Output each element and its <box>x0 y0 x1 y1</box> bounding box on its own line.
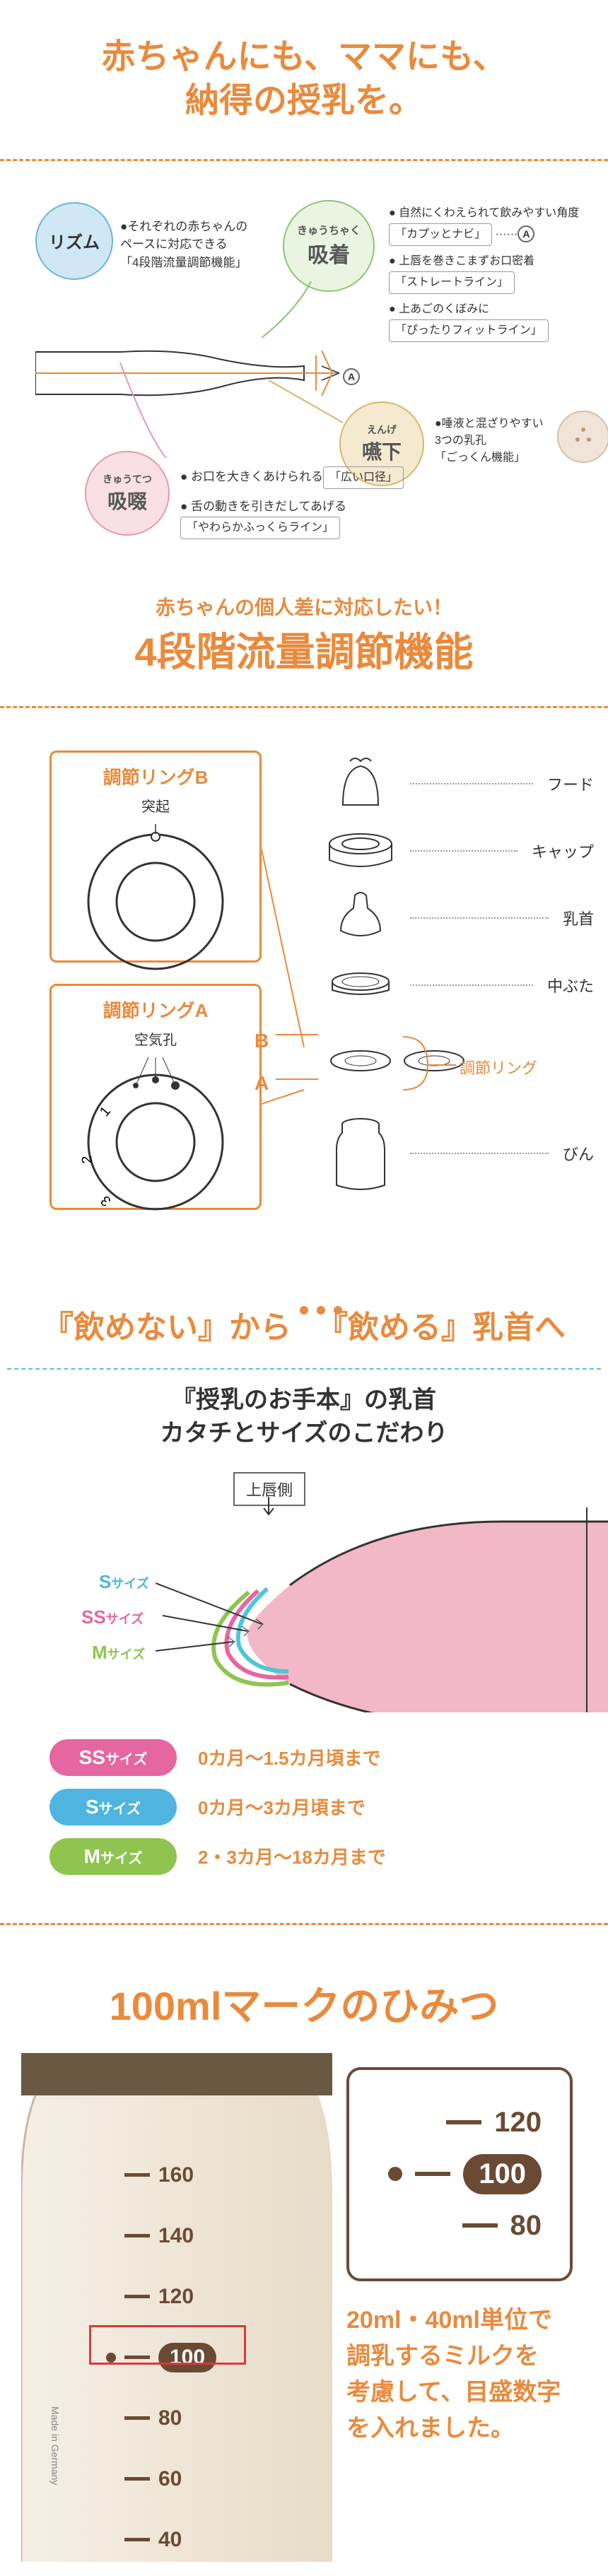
size-row-ss: SSサイズ 0カ月～1.5カ月頃まで <box>7 1739 601 1776</box>
part-row-bottle: びん <box>325 1111 594 1196</box>
part-row-inner-lid: 中ぶた <box>325 952 594 1019</box>
suck-lines: ● お口を大きくあけられる「広い口径」 ● 舌の動きを引きだしてあげる「やわらか… <box>180 465 404 541</box>
inner-lid-icon <box>325 968 396 1003</box>
bottle-scale-60: 60 <box>106 2449 216 2510</box>
ring-a-title: 調節リングA <box>62 996 249 1023</box>
divider <box>0 706 608 708</box>
nipple-tip-icon <box>555 408 608 465</box>
suction-diagram-section: リズム ●それぞれの赤ちゃんの ペースに対応できる 「4段階流量調節機能」 きゅ… <box>0 168 608 564</box>
title-line2: 納得の授乳を。 <box>185 82 423 119</box>
ss-pill: SSサイズ <box>49 1739 177 1776</box>
main-title: 赤ちゃんにも、ママにも、 納得の授乳を。 <box>21 35 587 124</box>
suction-bullet-1: ● 自然にくわえられて飲みやすい角度 「カプッとナビ」 ······A <box>389 205 608 247</box>
ring-a-sub: 空気孔 <box>62 1028 249 1049</box>
s-pill: Sサイズ <box>49 1789 177 1825</box>
part-row-rings: B A 調節リング <box>325 1019 594 1111</box>
parts-column: フード キャップ 乳首 中ぶた B A <box>325 751 594 1196</box>
suction-bullets: ● 自然にくわえられて飲みやすい角度 「カプッとナビ」 ······A ● 上唇… <box>389 205 608 343</box>
bottle-icon <box>325 1114 396 1192</box>
size-table: SSサイズ 0カ月～1.5カ月頃まで Sサイズ 0カ月～3カ月頃まで Mサイズ … <box>7 1739 601 1875</box>
ring-b-panel: 調節リングB 突起 <box>49 751 262 963</box>
size-row-m: Mサイズ 2・3カ月～18カ月まで <box>7 1838 601 1875</box>
section2-title: 4段階流量調節機能 <box>21 621 587 678</box>
section2-subtitle: 赤ちゃんの個人差に対応したい！ <box>21 592 587 621</box>
made-in-text: Made in Germany <box>49 2406 61 2485</box>
m-pill: Mサイズ <box>49 1838 177 1875</box>
angle-a-marker: A <box>343 368 360 385</box>
suction-bullet-2: ● 上唇を巻きこまずお口密着 「ストレートライン」 <box>389 253 608 295</box>
suck-bubble: きゅうてつ 吸啜 <box>85 451 170 536</box>
bottle-scale-80: 80 <box>106 2388 216 2449</box>
part-row-hood: フード <box>325 751 594 818</box>
suction-diagram: リズム ●それぞれの赤ちゃんの ペースに対応できる 「4段階流量調節機能」 きゅ… <box>21 196 587 536</box>
parts-diagram-section: 調節リングB 突起 調節リングA 空気孔 1 2 3 <box>0 715 608 1266</box>
scale-100: 100 <box>378 2154 542 2194</box>
part-row-nipple: 乳首 <box>325 885 594 952</box>
divider-blue <box>7 1368 601 1370</box>
suck-line-1: ● お口を大きくあけられる「広い口径」 <box>180 465 404 490</box>
m-size-label: Mサイズ <box>92 1642 145 1664</box>
a-marker-icon: A <box>518 225 534 242</box>
title-line1: 赤ちゃんにも、ママにも、 <box>101 38 506 76</box>
divider <box>0 1923 608 1925</box>
scale-120: 120 <box>378 2107 542 2139</box>
section4-title: 100mlマークのひみつ <box>21 1975 587 2032</box>
scale-detail: 120 100 80 20ml・40ml単位で 調乳するミルクを 考慮して、目盛… <box>332 2053 587 2562</box>
bottle-scale-140: 140 <box>106 2206 216 2266</box>
suction-bullet-3: ● 上あごのくぼみに 「ぴったりフィットライン」 <box>389 301 608 343</box>
hood-icon <box>325 755 396 812</box>
section4-desc: 20ml・40ml単位で 調乳するミルクを 考慮して、目盛数字 を入れました。 <box>346 2302 573 2447</box>
svg-text:1: 1 <box>97 1103 114 1119</box>
rhythm-desc: ●それぞれの赤ちゃんの ペースに対応できる 「4段階流量調節機能」 <box>120 218 247 272</box>
nipple-cross-section-icon <box>35 310 339 437</box>
svg-text:3: 3 <box>98 1192 115 1209</box>
ring-b-title: 調節リングB <box>62 763 249 789</box>
100ml-section: 100mlマークのひみつ 160140120100806040 Made in … <box>0 1932 608 2576</box>
bottle-scale-120: 120 <box>106 2266 216 2327</box>
ring-b-small-icon <box>325 1045 396 1081</box>
parts-diagram: 調節リングB 突起 調節リングA 空気孔 1 2 3 <box>21 743 587 1238</box>
red-highlight-box <box>89 2325 246 2365</box>
part-row-cap: キャップ <box>325 818 594 885</box>
size-shape-diagram: 上唇側 SSサイズサイズ SSサイズ Mサイズ <box>7 1458 601 1727</box>
headline-section: 赤ちゃんにも、ママにも、 納得の授乳を。 <box>0 0 608 152</box>
ring-b-icon <box>81 824 230 972</box>
s-size-label: SSサイズサイズ <box>99 1571 149 1593</box>
bottle-scale-40: 40 <box>106 2510 216 2570</box>
section3-subtitle: 『授乳のお手本』の乳首 カタチとサイズのこだわり <box>7 1384 601 1451</box>
suction-bubble: きゅうちゃく 吸着 <box>283 200 375 292</box>
bottle-photo: 160140120100806040 Made in Germany <box>21 2053 332 2562</box>
suck-line-2: ● 舌の動きを引きだしてあげる「やわらかふっくらライン」 <box>180 498 404 541</box>
svg-text:2: 2 <box>79 1155 95 1164</box>
scale-80: 80 <box>378 2210 542 2242</box>
rhythm-bubble: リズム <box>35 202 113 280</box>
ring-b-sub: 突起 <box>62 795 249 816</box>
size-lead-lines <box>156 1575 269 1674</box>
nipple-size-section: 『飲めない』から 『飲める』乳首へ 『授乳のお手本』の乳首 カタチとサイズのこだ… <box>0 1266 608 1902</box>
nipple-icon <box>325 890 396 946</box>
ring-lead-lines <box>262 849 332 1153</box>
flow-adjust-section: 赤ちゃんの個人差に対応したい！ 4段階流量調節機能 <box>0 564 608 699</box>
ring-a-icon: 1 2 3 <box>78 1057 233 1213</box>
swallow-desc: ●唾液と混ざりやすい 3つの乳孔 「ごっくん機能」 <box>435 416 544 466</box>
eye-dot-icon <box>388 2167 402 2181</box>
section3-title: 『飲めない』から 『飲める』乳首へ <box>7 1302 601 1347</box>
bottle-scale-diagram: 160140120100806040 Made in Germany 120 1… <box>21 2053 587 2562</box>
bottle-scale-160: 160 <box>106 2145 216 2206</box>
scale-magnify-box: 120 100 80 <box>346 2067 573 2281</box>
size-row-s: Sサイズ 0カ月～3カ月頃まで <box>7 1789 601 1825</box>
ss-size-label: SSサイズ <box>81 1606 144 1628</box>
cap-icon <box>325 826 396 876</box>
ring-a-panel: 調節リングA 空気孔 1 2 3 <box>49 984 262 1210</box>
divider <box>0 159 608 161</box>
